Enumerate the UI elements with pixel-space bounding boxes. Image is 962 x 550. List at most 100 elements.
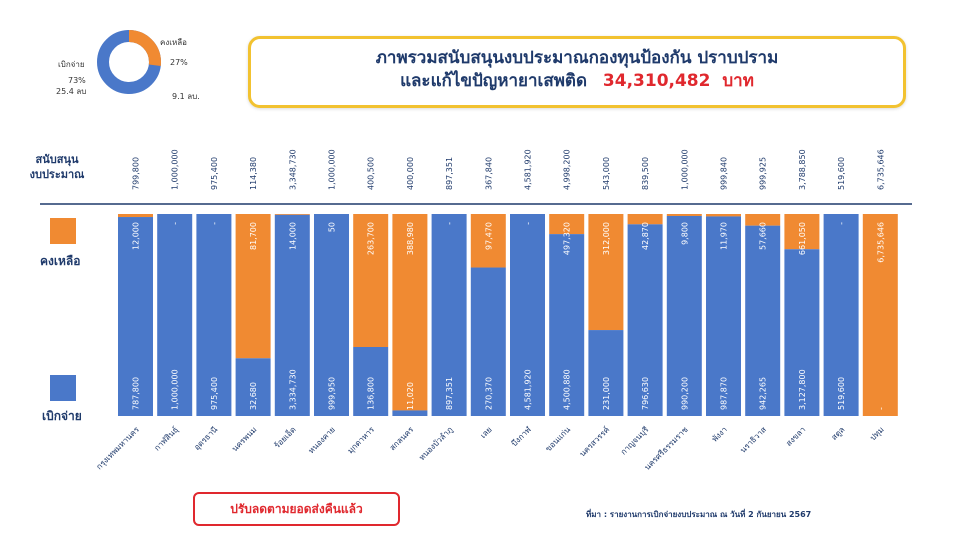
title-unit: บาท xyxy=(722,71,754,91)
bar-remaining-value-label: 57,660 xyxy=(759,222,768,250)
bar-remaining-value-label: 97,470 xyxy=(484,222,493,250)
bar-spent-segment xyxy=(706,216,741,416)
bar-remaining-segment xyxy=(588,214,624,331)
bar-spent-value-label: 942,265 xyxy=(759,377,768,410)
bar-remaining-value-label: 9,800 xyxy=(680,222,689,245)
bar-remaining-value-label: - xyxy=(171,222,180,225)
category-label: ร้อยเอ็ด xyxy=(272,424,298,450)
category-label: กรุงเทพมหานคร xyxy=(95,425,142,472)
category-label: สงขลา xyxy=(784,425,807,448)
bar-spent-value-label: 3,127,800 xyxy=(798,369,807,410)
bar-spent-value-label: 32,680 xyxy=(249,382,258,410)
budget-value-label: 543,000 xyxy=(602,157,611,190)
budget-label-line1: สนับสนุน xyxy=(35,153,79,166)
bar-remaining-segment xyxy=(627,214,663,225)
bar-spent-segment xyxy=(627,224,663,416)
bar-spent-value-label: 11,020 xyxy=(406,382,415,410)
bar-spent-value-label: 136,800 xyxy=(367,377,376,410)
budget-label: สนับสนุน งบประมาณ xyxy=(22,152,92,182)
bar-remaining-segment xyxy=(118,214,153,218)
bar-spent-segment xyxy=(588,330,624,416)
bar-spent-segment xyxy=(392,410,428,416)
bar-remaining-value-label: - xyxy=(837,222,846,225)
budget-value-label: 4,581,920 xyxy=(524,149,533,190)
budget-value-label: 897,351 xyxy=(445,157,454,190)
donut-spent-pct: 73% xyxy=(68,76,86,85)
category-label: พังงา xyxy=(710,425,729,444)
bar-remaining-value-label: 11,970 xyxy=(720,222,729,250)
budget-value-label: 1,000,000 xyxy=(171,149,180,190)
bar-remaining-segment xyxy=(745,214,781,226)
category-label: หนองคาย xyxy=(307,425,337,455)
bar-remaining-segment xyxy=(274,214,310,215)
budget-value-label: 6,735,646 xyxy=(876,149,885,190)
bar-spent-value-label: 4,500,880 xyxy=(563,369,572,410)
bar-remaining-segment xyxy=(392,214,428,411)
bar-remaining-value-label: 388,980 xyxy=(406,222,415,255)
bar-spent-segment xyxy=(353,347,389,416)
bar-remaining-value-label: 263,700 xyxy=(367,222,376,255)
bar-spent-value-label: 796,630 xyxy=(641,377,650,410)
budget-value-label: 1,000,000 xyxy=(680,149,689,190)
category-label: ปทุม xyxy=(868,425,885,442)
bar-remaining-segment xyxy=(706,214,741,217)
bar-spent-value-label: 270,370 xyxy=(484,377,493,410)
title-amount: 34,310,482 xyxy=(602,71,711,91)
budget-value-label: 367,840 xyxy=(484,157,493,190)
bar-spent-segment xyxy=(784,249,820,416)
bar-spent-segment xyxy=(196,214,232,416)
legend-spent-swatch xyxy=(50,375,76,401)
category-label: ขอนแก่น xyxy=(544,425,573,454)
budget-value-label: 999,840 xyxy=(720,157,729,190)
title-line1: ภาพรวมสนับสนุนงบประมาณกองทุนป้องกัน ปราบ… xyxy=(375,48,779,68)
bar-remaining-value-label: 661,050 xyxy=(798,222,807,255)
bar-spent-segment xyxy=(235,358,271,416)
donut-spent-value: 25.4 ลบ xyxy=(56,87,87,96)
source-note: ที่มา : รายงานการเบิกจ่ายงบประมาณ ณ วันท… xyxy=(586,510,812,519)
bar-spent-value-label: 999,950 xyxy=(328,377,337,410)
category-label: บึงกาฬ xyxy=(510,425,534,449)
budget-value-label: 4,998,200 xyxy=(563,149,572,190)
bar-remaining-value-label: 81,700 xyxy=(249,222,258,250)
legend-remaining-swatch xyxy=(50,218,76,244)
bar-remaining-segment xyxy=(235,214,271,359)
legend-spent-label: เบิกจ่าย xyxy=(42,409,82,423)
bar-remaining-segment xyxy=(784,214,820,250)
bar-remaining-segment xyxy=(666,214,702,216)
category-label: สกลนคร xyxy=(388,425,416,453)
bar-spent-value-label: 4,581,920 xyxy=(524,369,533,410)
budget-value-label: 799,800 xyxy=(132,157,141,190)
bar-spent-value-label: 1,000,000 xyxy=(171,369,180,410)
category-label: อุดรธานี xyxy=(192,425,219,452)
bar-remaining-value-label: 14,000 xyxy=(288,222,297,250)
budget-value-label: 3,788,850 xyxy=(798,149,807,190)
bar-spent-segment xyxy=(274,214,310,416)
bar-spent-value-label: 519,600 xyxy=(837,377,846,410)
donut-remaining-value: 9.1 ลบ. xyxy=(172,92,200,101)
title-line2: และแก้ไขปัญหายาเสพติด 34,310,482 บาท xyxy=(251,69,903,93)
bar-spent-value-label: 987,870 xyxy=(720,377,729,410)
bar-spent-value-label: - xyxy=(876,407,885,410)
budget-value-label: 1,000,000 xyxy=(328,149,337,190)
bar-spent-segment xyxy=(666,215,702,416)
legend-remaining-label: คงเหลือ xyxy=(40,254,81,268)
bar-spent-segment xyxy=(823,214,859,416)
budget-value-label: 999,925 xyxy=(759,157,768,190)
bar-spent-value-label: 897,351 xyxy=(445,377,454,410)
category-label: กาฬสินธุ์ xyxy=(152,424,180,452)
bar-remaining-segment xyxy=(549,214,585,235)
bar-remaining-segment xyxy=(353,214,389,348)
bar-remaining-value-label: 6,735,646 xyxy=(876,222,885,263)
category-label: เลย xyxy=(479,425,494,440)
bar-spent-value-label: 787,800 xyxy=(132,377,141,410)
bar-spent-segment xyxy=(118,217,153,416)
category-label: สตูล xyxy=(830,425,848,443)
title-box: ภาพรวมสนับสนุนงบประมาณกองทุนป้องกัน ปราบ… xyxy=(248,36,906,108)
bar-spent-segment xyxy=(314,214,349,416)
budget-value-label: 400,500 xyxy=(367,157,376,190)
bar-remaining-value-label: - xyxy=(445,222,454,225)
bar-remaining-value-label: - xyxy=(210,222,219,225)
budget-value-label: 519,600 xyxy=(837,157,846,190)
donut-remaining-label: คงเหลือ xyxy=(160,38,187,47)
category-label: นครพนม xyxy=(230,425,258,453)
